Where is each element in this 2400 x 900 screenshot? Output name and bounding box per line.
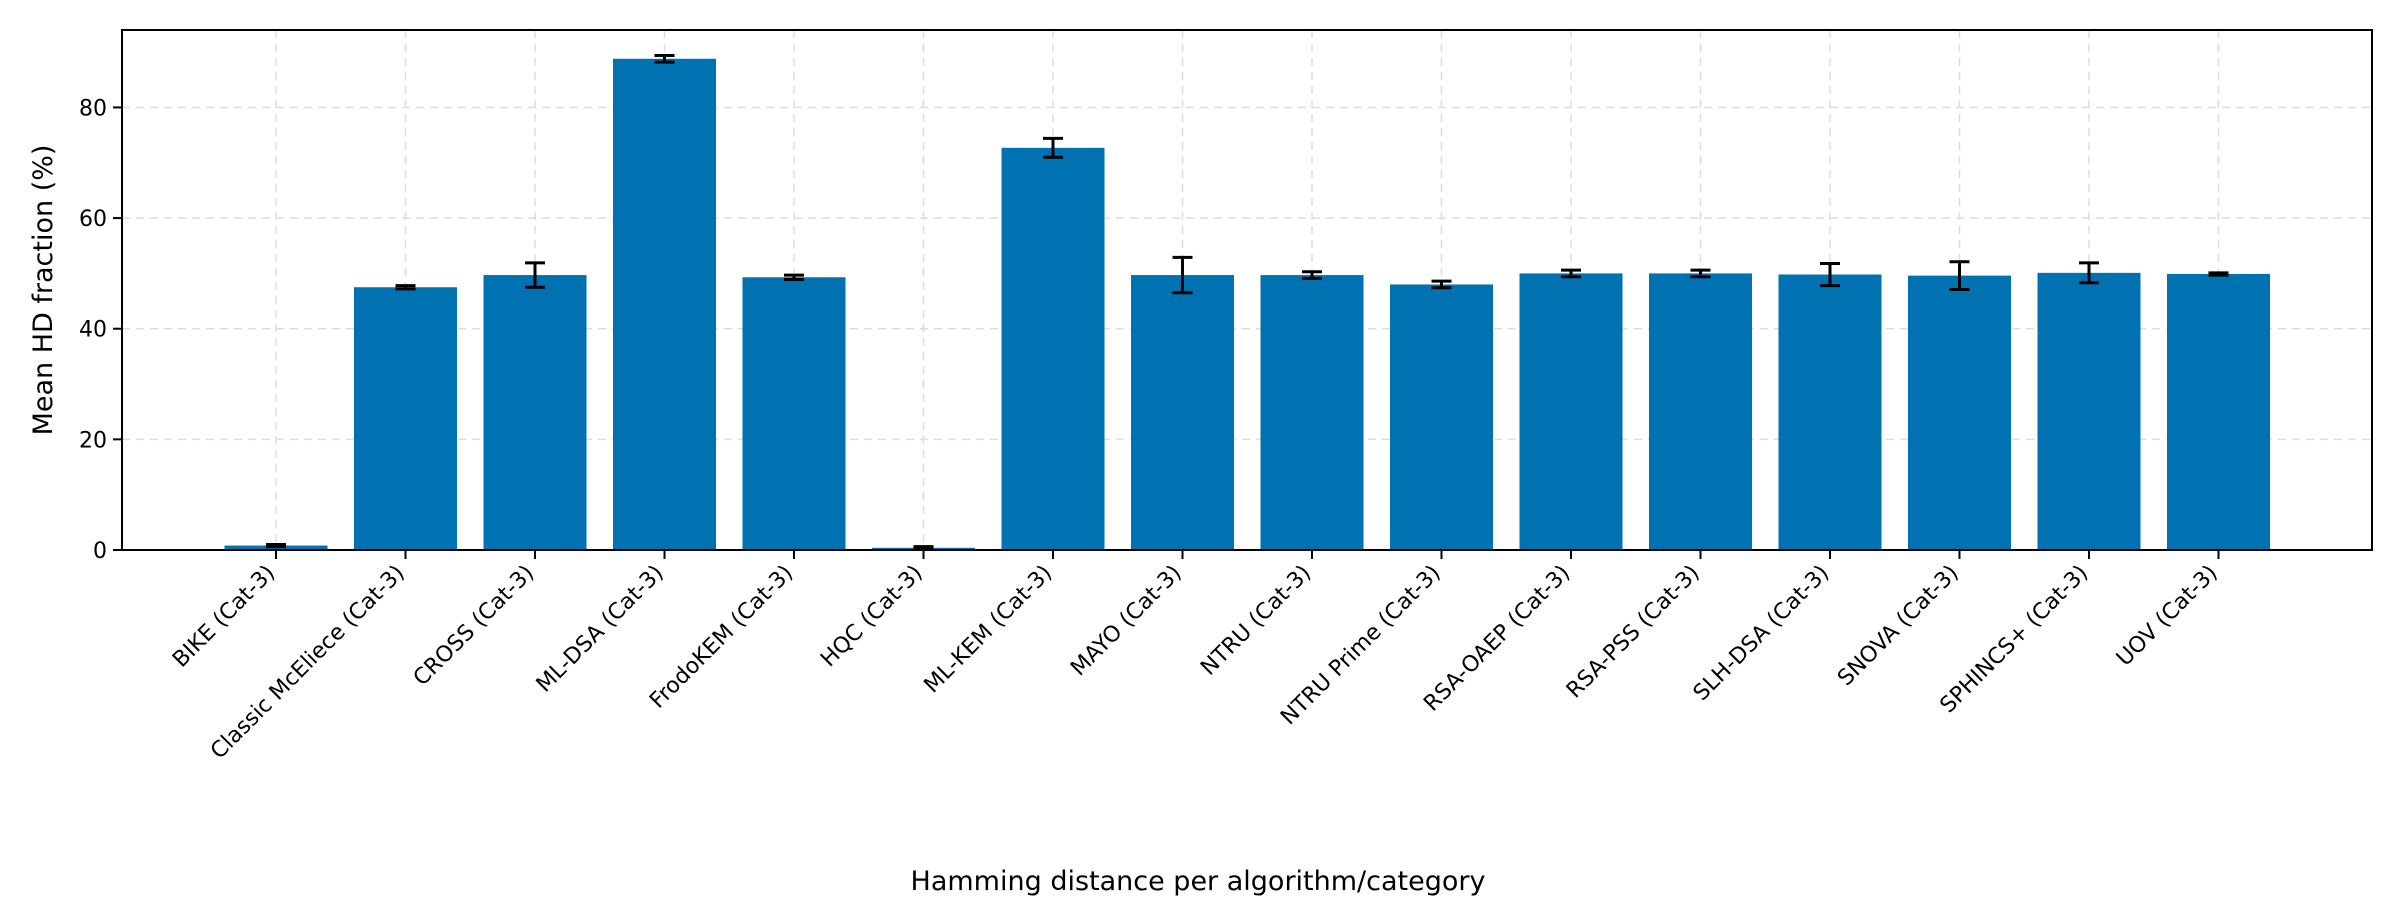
error-bar xyxy=(525,261,545,289)
y-tick-label: 20 xyxy=(79,428,107,453)
error-bar xyxy=(1043,136,1063,159)
x-tick-label: ML-KEM (Cat-3) xyxy=(920,561,1058,699)
error-bar xyxy=(1820,261,1840,288)
error-bar xyxy=(2079,261,2099,285)
error-bars xyxy=(266,53,2229,551)
bar xyxy=(742,277,846,550)
error-bar xyxy=(654,53,675,64)
bar xyxy=(2037,272,2141,550)
x-tick-label: HQC (Cat-3) xyxy=(816,561,928,673)
bar xyxy=(613,58,716,550)
grid xyxy=(122,30,2372,551)
bar xyxy=(354,287,457,550)
x-tick-label: SPHINCS+ (Cat-3) xyxy=(1936,561,2094,719)
bar xyxy=(483,275,587,550)
bar xyxy=(1908,275,2011,550)
error-bar xyxy=(2208,271,2229,277)
x-tick-label: RSA-PSS (Cat-3) xyxy=(1562,561,1705,704)
x-tick-label: MAYO (Cat-3) xyxy=(1066,561,1187,682)
error-bar xyxy=(266,542,286,549)
x-tick-label: SLH-DSA (Cat-3) xyxy=(1689,561,1834,706)
error-bar xyxy=(913,545,934,551)
error-bar xyxy=(1302,270,1322,280)
bar xyxy=(2167,273,2270,550)
x-tick-label: NTRU (Cat-3) xyxy=(1196,561,1316,681)
error-bar xyxy=(1561,268,1581,279)
bar xyxy=(1390,284,1493,550)
plot-frame xyxy=(121,29,2373,551)
error-bar xyxy=(784,273,804,281)
y-tick-label: 0 xyxy=(93,539,107,564)
x-tick-label: BIKE (Cat-3) xyxy=(168,561,280,673)
y-tick-label: 60 xyxy=(79,207,107,232)
bars xyxy=(224,58,2270,551)
bar xyxy=(1778,274,1882,550)
x-axis: BIKE (Cat-3)Classic McEliece (Cat-3) CROS… xyxy=(168,550,2223,764)
bar xyxy=(1260,275,1364,550)
x-tick-label: UOV (Cat-3) xyxy=(2112,561,2223,672)
y-tick-label: 80 xyxy=(79,96,107,121)
error-bar xyxy=(1690,268,1711,279)
bar xyxy=(1001,147,1105,551)
bar xyxy=(1131,275,1234,550)
bar xyxy=(1519,273,1623,550)
x-axis-label: Hamming distance per algorithm/category xyxy=(911,866,1486,897)
x-tick-label: SNOVA (Cat-3) xyxy=(1833,561,1964,692)
error-bar xyxy=(395,284,416,291)
error-bar xyxy=(1949,260,1970,291)
bar xyxy=(1649,273,1752,550)
x-tick-label: RSA-OAEP (Cat-3) xyxy=(1419,561,1575,717)
x-tick-label: FrodoKEM (Cat-3) xyxy=(645,561,798,714)
error-bar xyxy=(1172,255,1193,295)
y-axis-label: Mean HD fraction (%) xyxy=(28,145,59,436)
y-tick-label: 40 xyxy=(79,318,107,343)
x-tick-label: ML-DSA (Cat-3) xyxy=(532,561,669,698)
error-bar xyxy=(1431,279,1452,290)
x-tick-label: CROSS (Cat-3) xyxy=(409,561,539,691)
y-axis: 0 20 40 60 80 xyxy=(79,96,122,564)
